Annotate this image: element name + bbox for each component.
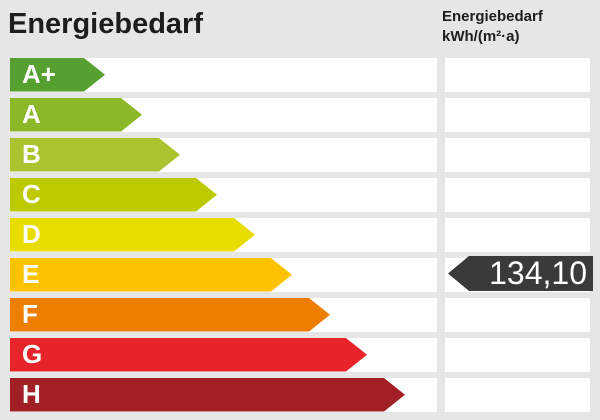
scale-cell: H [10,378,437,412]
rating-bar-d: D [10,218,255,252]
rating-bar-g: G [10,338,367,372]
rating-bar-b: B [10,138,180,172]
value-cell [445,98,590,132]
rating-label: F [22,299,38,329]
rating-label: B [22,139,41,169]
energy-scale: A+ A B C D [10,58,593,418]
scale-row-f: F [10,298,590,332]
page-title: Energiebedarf [8,8,203,40]
scale-cell: A+ [10,58,437,92]
scale-row-g: G [10,338,590,372]
scale-cell: G [10,338,437,372]
rating-bar-a-plus: A+ [10,58,105,92]
rating-label: A [22,99,41,129]
value-cell [445,338,590,372]
scale-row-a: A [10,98,590,132]
scale-cell: A [10,98,437,132]
value-cell [445,178,590,212]
scale-row-b: B [10,138,590,172]
scale-row-a-plus: A+ [10,58,590,92]
energy-value-marker: 134,10 [448,256,593,291]
value-cell [445,298,590,332]
scale-row-h: H [10,378,590,412]
value-column-header: Energiebedarf kWh/(m²·a) [442,7,543,47]
value-cell [445,218,590,252]
value-cell [445,58,590,92]
scale-cell: B [10,138,437,172]
value-cell [445,378,590,412]
rating-label: E [22,259,40,289]
rating-bar-h: H [10,378,405,412]
rating-bar-c: C [10,178,217,212]
energy-value-text: 134,10 [489,255,587,291]
value-column-header-line2: kWh/(m²·a) [442,28,520,45]
rating-label: G [22,339,43,369]
rating-bar-a: A [10,98,142,132]
rating-bar-f: F [10,298,330,332]
scale-row-c: C [10,178,590,212]
value-cell [445,138,590,172]
rating-bar-e: E [10,258,292,292]
scale-cell: C [10,178,437,212]
rating-label: H [22,379,41,409]
scale-row-d: D [10,218,590,252]
scale-cell: F [10,298,437,332]
value-column-header-line1: Energiebedarf [442,8,543,25]
rating-label: A+ [22,59,56,89]
rating-label: D [22,219,41,249]
scale-cell: E [10,258,437,292]
rating-label: C [22,179,41,209]
scale-cell: D [10,218,437,252]
